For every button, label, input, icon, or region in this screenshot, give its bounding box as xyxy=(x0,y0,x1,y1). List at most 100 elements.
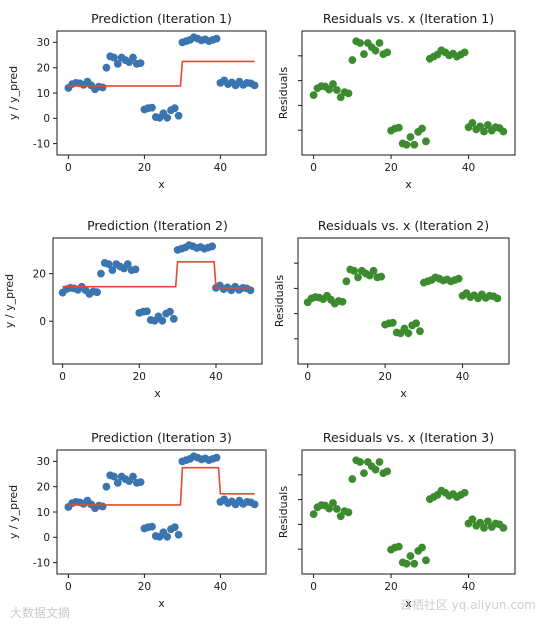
data-point xyxy=(170,523,179,532)
x-tick-label: 0 xyxy=(65,162,72,174)
x-tick-label: 0 xyxy=(65,581,72,593)
y-tick-label: 20 xyxy=(37,62,50,74)
x-axis-label: x xyxy=(405,178,412,191)
data-point xyxy=(174,111,183,120)
x-axis-label: x xyxy=(405,597,412,610)
y-tick-label: 0 xyxy=(43,113,50,125)
chart-p2: Prediction (Iteration 2) x y / y_pred 0 20 40… xyxy=(3,218,263,400)
data-point xyxy=(148,522,156,531)
data-point xyxy=(375,458,384,466)
y-tick-label: 20 xyxy=(33,268,46,280)
data-point xyxy=(348,56,357,64)
data-point xyxy=(342,277,351,286)
y-tick-label: 20 xyxy=(37,481,50,493)
y-axis-label: Residuals xyxy=(273,275,286,327)
data-point xyxy=(480,523,488,532)
chart-p3: Prediction (Iteration 3) x y / y_pred 0 20 40… xyxy=(7,430,267,610)
data-point xyxy=(113,59,122,68)
chart-title: Prediction (Iteration 3) xyxy=(91,430,232,445)
data-point xyxy=(383,48,392,57)
data-point xyxy=(93,288,102,297)
y-tick-label: 0 xyxy=(43,532,50,544)
data-point xyxy=(402,140,411,149)
data-point xyxy=(483,121,492,129)
prediction-line xyxy=(62,260,251,289)
data-point xyxy=(375,39,384,47)
y-tick-label: 30 xyxy=(37,37,50,49)
data-point xyxy=(406,552,415,560)
data-point xyxy=(454,274,463,283)
data-point xyxy=(250,500,259,509)
data-point xyxy=(422,556,430,565)
plot-frame xyxy=(56,30,267,156)
x-tick-label: 20 xyxy=(384,581,397,593)
data-point xyxy=(129,472,137,481)
data-point xyxy=(377,272,386,281)
x-tick-label: 0 xyxy=(310,162,317,174)
y-tick-label: 30 xyxy=(37,456,50,468)
x-axis-label: x xyxy=(400,387,407,400)
x-axis-label: x xyxy=(154,387,161,400)
data-point xyxy=(388,318,397,327)
chart-title: Residuals vs. x (Iteration 2) xyxy=(318,218,489,233)
data-point xyxy=(356,458,364,466)
y-tick-label: -10 xyxy=(33,138,50,150)
data-point xyxy=(338,297,347,306)
x-tick-label: 20 xyxy=(384,162,397,174)
x-tick-label: 40 xyxy=(456,371,469,383)
y-axis-label: y / y_pred xyxy=(3,274,16,328)
data-point xyxy=(416,327,424,336)
data-point xyxy=(354,273,362,282)
data-point xyxy=(143,307,151,316)
data-point xyxy=(499,127,508,136)
data-point xyxy=(402,559,411,568)
x-axis-label: x xyxy=(158,597,165,610)
data-point xyxy=(499,523,508,532)
chart-title: Residuals vs. x (Iteration 3) xyxy=(323,430,494,445)
data-point xyxy=(250,81,259,90)
prediction-line xyxy=(68,60,255,87)
x-tick-label: 40 xyxy=(209,371,222,383)
data-point xyxy=(98,83,107,92)
data-point xyxy=(493,294,502,303)
x-tick-label: 40 xyxy=(214,581,227,593)
x-tick-label: 40 xyxy=(214,162,227,174)
data-point xyxy=(169,314,178,323)
data-point xyxy=(136,478,145,487)
data-point xyxy=(163,532,172,541)
y-axis-label: y / y_pred xyxy=(7,485,20,539)
data-point xyxy=(356,39,364,47)
data-point xyxy=(468,119,477,127)
data-point xyxy=(102,63,111,72)
data-point xyxy=(468,515,477,524)
data-point xyxy=(360,469,368,477)
data-point xyxy=(309,91,318,100)
data-point xyxy=(460,488,469,497)
data-point xyxy=(110,472,118,481)
x-tick-label: 20 xyxy=(133,371,146,383)
data-point xyxy=(212,453,221,462)
data-point xyxy=(131,265,140,274)
data-point xyxy=(97,269,105,278)
x-tick-label: 20 xyxy=(138,162,151,174)
data-point xyxy=(369,266,378,275)
x-tick-label: 20 xyxy=(138,581,151,593)
y-tick-label: 0 xyxy=(39,316,46,328)
data-point xyxy=(418,543,426,552)
data-point xyxy=(212,34,221,43)
data-point xyxy=(412,319,420,328)
x-tick-label: 0 xyxy=(59,371,66,383)
x-tick-label: 40 xyxy=(462,162,475,174)
data-point xyxy=(325,504,334,513)
x-tick-label: 0 xyxy=(310,581,317,593)
data-point xyxy=(371,46,380,55)
watermark-right: 云栖社区 yq.aliyun.com xyxy=(400,597,536,612)
data-point xyxy=(163,113,172,122)
data-point xyxy=(360,50,368,58)
data-point xyxy=(108,266,117,274)
chart-title: Prediction (Iteration 2) xyxy=(87,218,228,233)
data-point xyxy=(208,242,217,251)
data-point xyxy=(406,133,415,141)
y-axis-label: y / y_pred xyxy=(7,66,20,120)
chart-p1: Prediction (Iteration 1) x y / y_pred 0 20 40… xyxy=(7,11,267,191)
